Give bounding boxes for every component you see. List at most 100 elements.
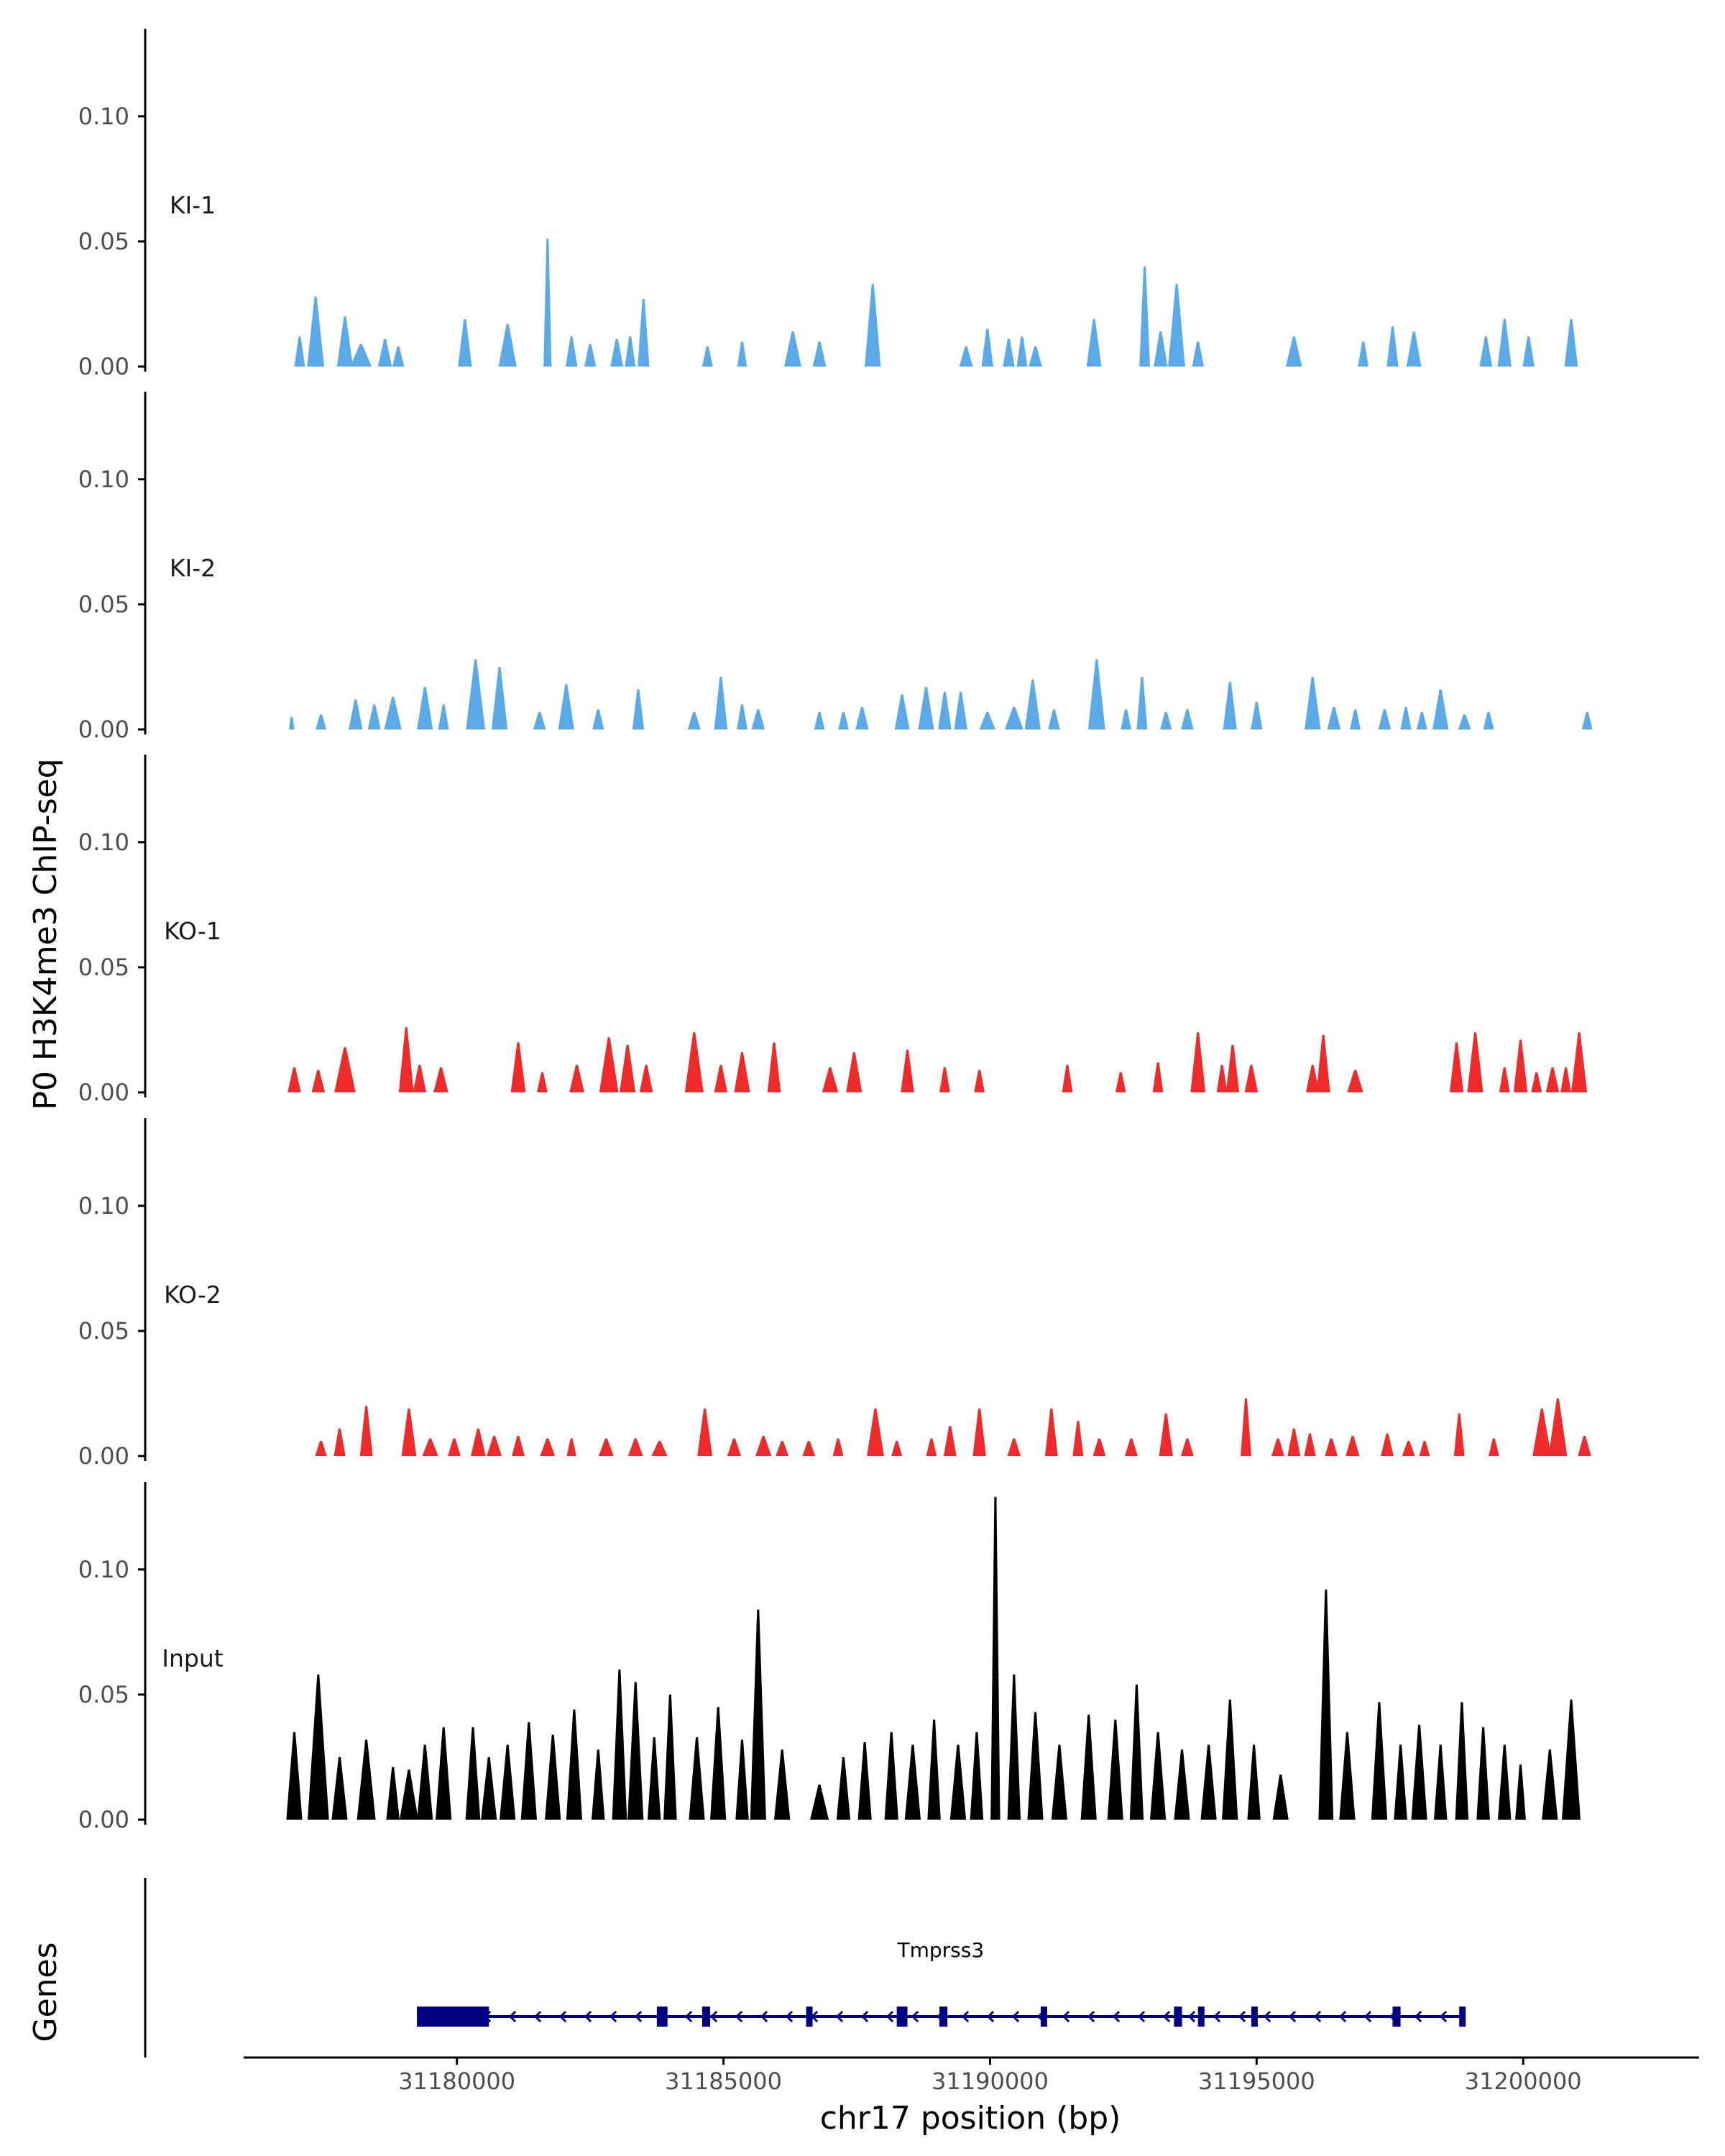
signal-peak xyxy=(1139,266,1150,367)
signal-peak xyxy=(336,316,354,367)
signal-peak xyxy=(307,296,324,367)
signal-peak xyxy=(949,1744,967,1820)
signal-peak xyxy=(334,1428,346,1456)
signal-peak xyxy=(857,1742,872,1820)
signal-peak xyxy=(970,1732,984,1820)
signal-peak xyxy=(610,338,624,367)
tracks-layer: 0.00 0.05 0.10 KI-1 0.00 0.05 0.10 KI-2 0.00 0.05… xyxy=(78,29,1593,1833)
signal-peak xyxy=(1062,1064,1073,1092)
signal-peak xyxy=(1564,318,1578,367)
signal-peak xyxy=(1449,1042,1464,1092)
signal-peak xyxy=(1003,338,1015,367)
signal-peak xyxy=(543,239,552,367)
track-label: KI-1 xyxy=(170,191,216,219)
signal-peak xyxy=(714,676,728,729)
y-axis-title: P0 H3K4me3 ChIP-seq xyxy=(27,758,64,1110)
signal-peak xyxy=(331,1757,348,1820)
signal-peak xyxy=(927,1719,941,1820)
signal-peak xyxy=(702,346,713,367)
y-tick-label: 0.05 xyxy=(78,228,129,255)
track-panel-ki-1: 0.00 0.05 0.10 KI-1 xyxy=(78,29,1578,380)
signal-peak xyxy=(436,1727,452,1820)
signal-peak xyxy=(1024,679,1041,729)
gene-exon xyxy=(1174,2007,1182,2027)
signal-peak xyxy=(651,1441,668,1456)
signal-peak xyxy=(684,1032,704,1092)
signal-peak xyxy=(1347,1069,1363,1092)
strand-arrow xyxy=(911,2010,919,2023)
y-tick-label: 0.10 xyxy=(78,103,129,130)
signal-peak xyxy=(979,711,995,729)
signal-peak xyxy=(1241,1398,1251,1456)
signal-peak xyxy=(867,1408,884,1456)
y-tick-label: 0.00 xyxy=(78,1442,129,1470)
signal-peak xyxy=(981,328,993,367)
signal-peak xyxy=(774,1749,791,1820)
gene-exon xyxy=(1040,2007,1047,2027)
signal-peak xyxy=(1371,1702,1388,1820)
signal-peak xyxy=(1339,1732,1356,1820)
signal-peak xyxy=(734,1052,750,1092)
signal-peak xyxy=(1483,711,1494,729)
x-tick-label: 31195000 xyxy=(1198,2068,1315,2095)
signal-peak xyxy=(1225,1044,1240,1092)
signal-peak xyxy=(458,318,472,367)
signal-peak xyxy=(592,709,604,729)
x-axis: 31180000 31185000 31190000 31195000 31200000 xyxy=(244,2056,1699,2095)
signal-peak xyxy=(315,1441,327,1456)
signal-peak xyxy=(566,336,578,367)
signal-peak xyxy=(1416,711,1427,729)
strand-arrow xyxy=(760,2010,768,2023)
signal-peak xyxy=(308,1674,329,1820)
y-tick-label: 0.00 xyxy=(78,1806,129,1833)
track-panel-ko-2: 0.00 0.05 0.10 KO-2 xyxy=(78,1118,1591,1470)
signal-peak xyxy=(1419,1441,1430,1456)
signal-peak xyxy=(1571,1032,1588,1092)
strand-arrow xyxy=(709,2010,718,2023)
signal-peak xyxy=(448,1438,461,1456)
signal-peak xyxy=(1479,336,1493,367)
gene-exon xyxy=(806,2007,813,2027)
signal-peak xyxy=(294,336,305,367)
signal-peak xyxy=(1578,1436,1591,1456)
signal-peak xyxy=(1562,1699,1581,1820)
signal-peak xyxy=(972,1408,986,1456)
strand-arrow xyxy=(961,2010,970,2023)
signal-peak xyxy=(1154,331,1168,367)
signal-peak xyxy=(714,1064,728,1092)
signal-peak xyxy=(639,1064,653,1092)
signal-peak xyxy=(1402,1441,1415,1456)
signal-peak xyxy=(810,1784,829,1820)
signal-peak xyxy=(1072,1421,1084,1456)
track-panel-ki-2: 0.00 0.05 0.10 KI-2 xyxy=(78,392,1593,743)
signal-peak xyxy=(566,1438,576,1456)
signal-peak xyxy=(1545,1067,1560,1092)
strand-arrow xyxy=(886,2010,894,2023)
signal-peak xyxy=(500,1744,516,1820)
strand-arrow xyxy=(1112,2010,1121,2023)
signal-peak xyxy=(926,1438,937,1456)
track-panel-ko-1: 0.00 0.05 0.10 KO-1 xyxy=(78,755,1588,1106)
strand-arrow xyxy=(684,2010,693,2023)
signal-peak xyxy=(1498,1744,1512,1820)
strand-arrow xyxy=(1414,2010,1422,2023)
signal-peak xyxy=(1286,336,1302,367)
signal-peak xyxy=(537,1072,548,1092)
signal-peak xyxy=(471,1428,486,1456)
strand-arrow xyxy=(1439,2010,1448,2023)
signal-peak xyxy=(1305,676,1321,729)
signal-peak xyxy=(1378,709,1392,729)
signal-peak xyxy=(1129,1685,1144,1820)
signal-peak xyxy=(289,717,295,729)
signal-peak xyxy=(584,344,597,367)
signal-peak xyxy=(1358,341,1369,367)
signal-peak xyxy=(316,714,326,729)
signal-peak xyxy=(1381,1433,1394,1456)
signal-peak xyxy=(697,1408,712,1456)
signal-peak xyxy=(599,1438,614,1456)
signal-peak xyxy=(566,1709,582,1820)
signal-peak xyxy=(1400,706,1412,729)
signal-peak xyxy=(422,1438,438,1456)
signal-peak xyxy=(974,1069,985,1092)
